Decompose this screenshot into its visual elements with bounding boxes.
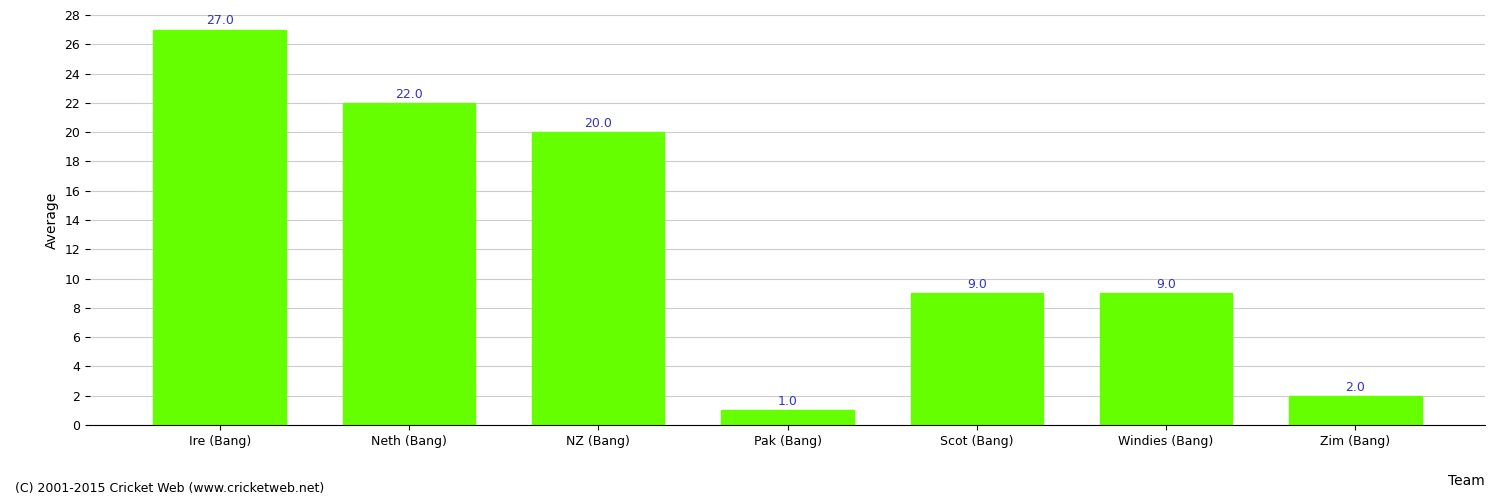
Text: 9.0: 9.0 xyxy=(1156,278,1176,291)
Y-axis label: Average: Average xyxy=(45,192,58,248)
Text: 20.0: 20.0 xyxy=(585,117,612,130)
Text: 22.0: 22.0 xyxy=(394,88,423,101)
Bar xyxy=(910,293,1042,425)
Text: 9.0: 9.0 xyxy=(968,278,987,291)
Bar xyxy=(342,103,476,425)
Text: 27.0: 27.0 xyxy=(206,14,234,28)
Bar xyxy=(722,410,854,425)
Bar xyxy=(1100,293,1233,425)
Text: 1.0: 1.0 xyxy=(777,395,798,408)
Bar xyxy=(532,132,664,425)
Text: (C) 2001-2015 Cricket Web (www.cricketweb.net): (C) 2001-2015 Cricket Web (www.cricketwe… xyxy=(15,482,324,495)
Bar xyxy=(1288,396,1422,425)
Text: Team: Team xyxy=(1448,474,1485,488)
Bar xyxy=(153,30,286,425)
Text: 2.0: 2.0 xyxy=(1346,380,1365,394)
